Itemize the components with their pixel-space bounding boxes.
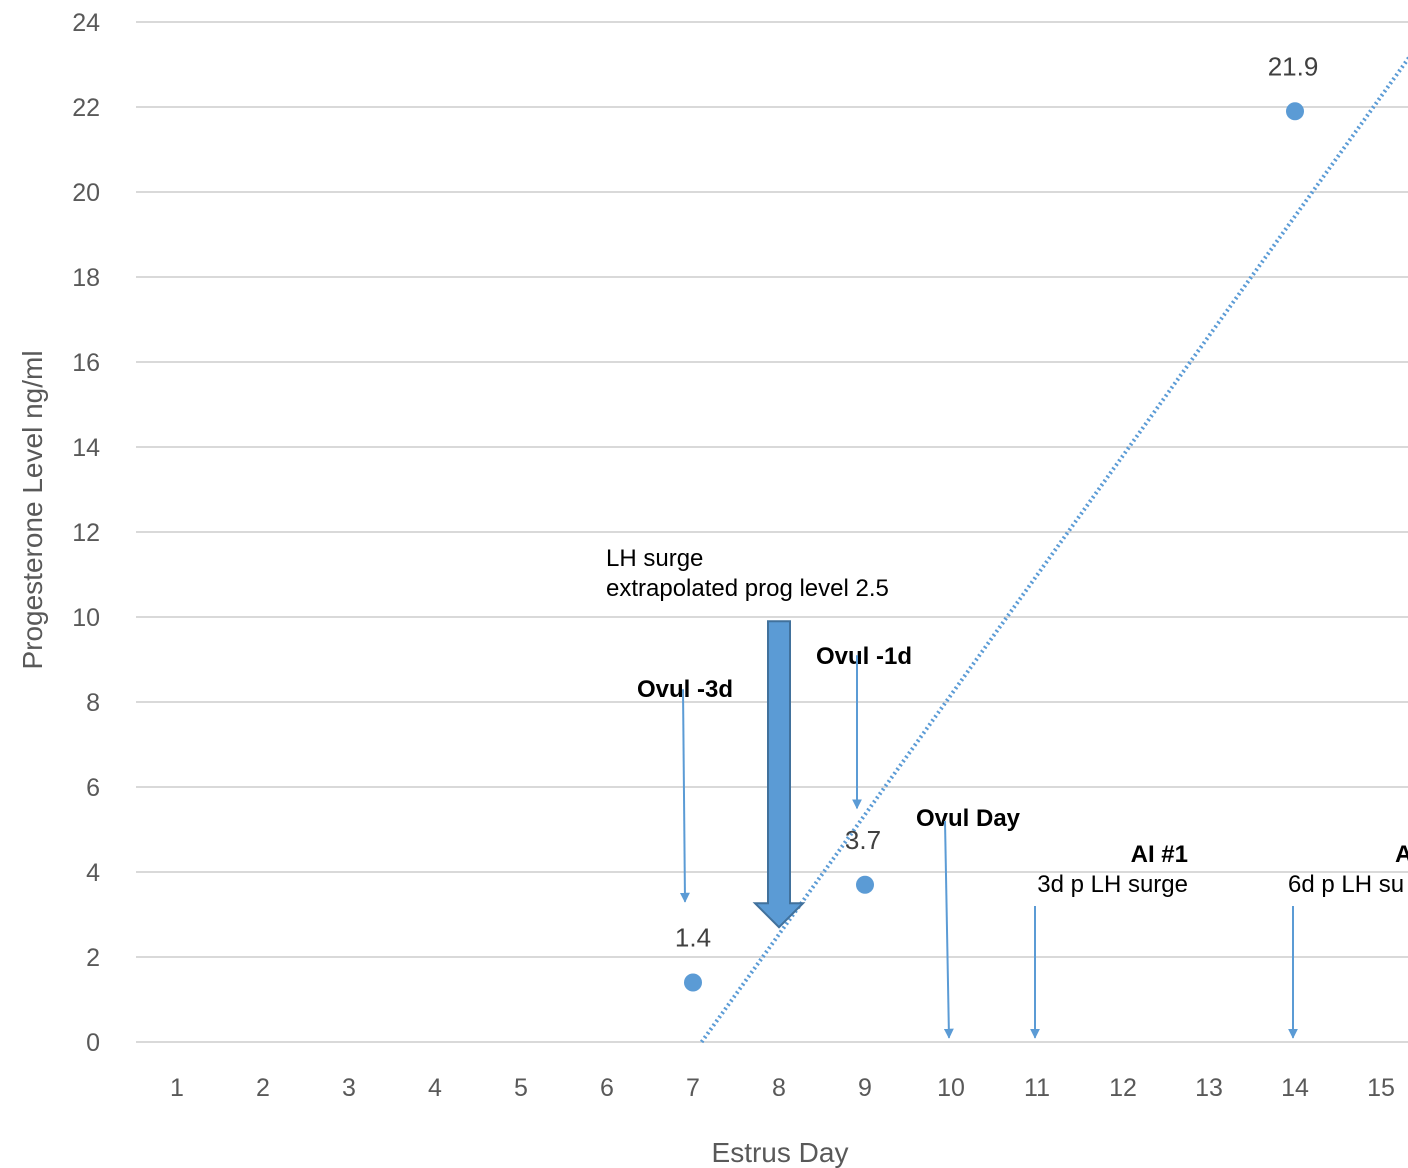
x-tick-label: 10 [937,1074,965,1102]
y-tick-label: 20 [72,179,100,207]
trendline [699,55,1408,1044]
x-axis-title: Estrus Day [712,1137,849,1168]
annotation-4: AI #1 3d p LH surge [1030,841,1188,1039]
trendline-path [699,55,1408,1044]
x-tick-label: 13 [1195,1074,1223,1102]
x-tick-label: 3 [342,1074,356,1102]
annotation-text: A [1395,841,1408,868]
y-tick-label: 16 [72,349,100,377]
x-axis-ticks: 1 2 3 4 5 6 7 8 9 10 11 12 13 14 15 [170,1074,1395,1102]
annotation-1: Ovul -3d [637,676,733,903]
x-tick-label: 2 [256,1074,270,1102]
annotation-text: LH surge [606,545,703,572]
data-label: 3.7 [845,825,881,855]
block-arrow [752,620,806,929]
annotation-0: LH surge extrapolated prog level 2.5 [606,545,889,929]
annotation-arrow [679,689,690,903]
data-label: 21.9 [1268,51,1319,81]
annotation-text: extrapolated prog level 2.5 [606,575,889,602]
y-tick-label: 10 [72,604,100,632]
annotation-text: Ovul Day [916,805,1021,832]
annotation-5: A 6d p LH su [1288,841,1408,1039]
annotation-text: 3d p LH surge [1037,871,1188,898]
y-tick-label: 4 [86,859,100,887]
annotations: LH surge extrapolated prog level 2.5 Ovul … [606,545,1408,1039]
data-label: 1.4 [675,923,711,953]
annotation-text: Ovul -3d [637,676,733,703]
data-points: 1.4 3.7 21.9 [675,51,1319,992]
x-tick-label: 5 [514,1074,528,1102]
annotation-arrow [943,820,954,1039]
x-tick-label: 12 [1109,1074,1137,1102]
data-point [856,875,874,894]
y-tick-label: 8 [86,689,100,717]
annotation-2: Ovul -1d [816,643,912,810]
annotation-text: 6d p LH su [1288,871,1404,898]
x-tick-label: 4 [428,1074,442,1102]
annotation-text: AI #1 [1131,841,1188,868]
x-tick-label: 9 [858,1074,872,1102]
annotation-3: Ovul Day [916,805,1021,1039]
y-tick-label: 22 [72,94,100,122]
y-tick-label: 18 [72,264,100,292]
data-point [1286,102,1304,121]
y-tick-label: 24 [72,9,100,37]
x-tick-label: 8 [772,1074,786,1102]
data-point [684,973,702,992]
y-tick-label: 12 [72,519,100,547]
annotation-text: Ovul -1d [816,643,912,670]
y-tick-label: 6 [86,774,100,802]
x-tick-label: 15 [1367,1074,1395,1102]
x-tick-label: 7 [686,1074,700,1102]
y-tick-label: 2 [86,944,100,972]
x-tick-label: 6 [600,1074,614,1102]
x-tick-label: 11 [1024,1074,1050,1102]
y-tick-label: 14 [72,434,100,462]
x-tick-label: 1 [170,1074,184,1102]
y-axis-title: Progesterone Level ng/ml [17,350,48,669]
x-tick-label: 14 [1281,1074,1309,1102]
y-tick-label: 0 [86,1029,100,1057]
